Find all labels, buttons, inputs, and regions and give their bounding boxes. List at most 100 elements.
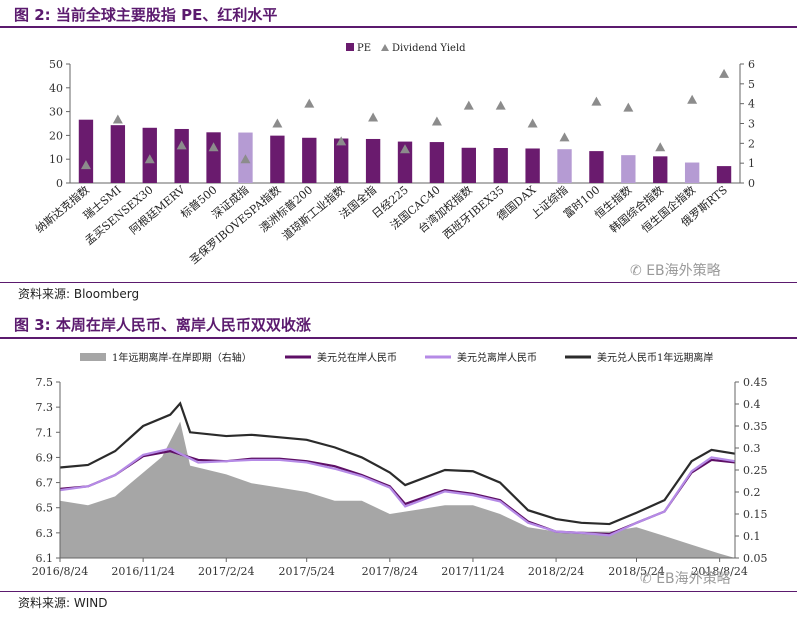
category-label: 纳斯达克指数 [32, 183, 92, 236]
dividend-yield-marker [591, 96, 602, 106]
x-tick-label: 2017/5/24 [278, 565, 334, 578]
dividend-yield-marker [687, 94, 698, 104]
pe-bar [429, 142, 445, 183]
pe-bar [493, 148, 508, 183]
spread-area [60, 421, 735, 558]
dividend-yield-marker [719, 68, 730, 78]
y2-tick-label: 4 [748, 98, 755, 111]
category-label: 韩国综合指数 [607, 183, 667, 236]
y2-tick-label: 0.4 [743, 398, 761, 411]
figure2-source: 资料来源: Bloomberg [18, 287, 140, 301]
y-tick-label: 6.7 [36, 477, 54, 490]
y2-tick-label: 0.25 [743, 464, 768, 477]
figure2-watermark-text: EB海外策略 [646, 263, 721, 279]
y2-tick-label: 0 [748, 177, 755, 190]
pe-bar [365, 138, 381, 183]
figure2-title-rule [0, 26, 797, 28]
y-tick-label: 6.3 [36, 527, 54, 540]
dividend-yield-marker [400, 144, 410, 154]
pe-bar [174, 128, 189, 183]
x-tick-label: 2016/8/24 [32, 565, 88, 578]
pe-bar [621, 155, 636, 183]
wechat-icon: ✆ [640, 571, 652, 587]
y2-tick-label: 3 [748, 118, 755, 131]
legend-label-pe: PE [357, 43, 371, 54]
figure3-title: 图 3: 本周在岸人民币、离岸人民币双双收涨 [14, 316, 311, 334]
figure3-source: 资料来源: WIND [18, 596, 108, 610]
pe-bar [334, 138, 349, 183]
pe-bar [653, 156, 668, 183]
dividend-yield-marker [655, 142, 666, 152]
x-tick-label: 2018/5/24 [608, 565, 664, 578]
pe-bar [716, 166, 732, 183]
y-tick-label: 6.5 [36, 502, 54, 515]
chart2-legend: 1年远期离岸-在岸即期（右轴） 美元兑在岸人民币 美元兑离岸人民币 美元兑人民币1年远… [80, 351, 713, 364]
dividend-yield-marker [495, 100, 506, 110]
y-tick-label: 40 [49, 82, 63, 95]
legend-label: 美元兑人民币1年远期离岸 [597, 351, 713, 364]
pe-dividend-chart: PE Dividend Yield 0 10 20 30 40 50 0 1 2 3 4 5 6 纳斯达克指数… [32, 43, 755, 267]
category-label: 恒生国企指数 [639, 183, 699, 236]
dividend-yield-marker [431, 116, 442, 126]
dividend-yield-marker [559, 132, 570, 142]
wechat-icon: ✆ [630, 263, 642, 279]
figure2-watermark: ✆ EB海外策略 [630, 260, 721, 280]
pe-bar [78, 119, 94, 183]
y-tick-label: 7.3 [36, 401, 54, 414]
pe-bar [206, 132, 221, 183]
figure3-watermark-text: EB海外策略 [656, 571, 731, 587]
dividend-yield-marker [623, 102, 634, 112]
pe-bar [110, 125, 126, 183]
pe-bar [557, 149, 572, 183]
figure3-source-rule [0, 591, 797, 592]
dividend-yield-marker [112, 114, 123, 124]
legend-swatch-dividend [381, 44, 389, 51]
dividend-yield-marker [176, 140, 187, 150]
y-tick-label: 7.5 [36, 376, 54, 389]
dividend-yield-marker [144, 154, 155, 164]
rmb-exchange-chart: 1年远期离岸-在岸即期（右轴） 美元兑在岸人民币 美元兑离岸人民币 美元兑人民币1年远… [32, 351, 768, 578]
pe-bar [302, 137, 317, 183]
legend-label: 1年远期离岸-在岸即期（右轴） [112, 351, 252, 364]
y2-tick-label: 0.1 [743, 530, 761, 543]
y-tick-label: 7.1 [36, 426, 54, 439]
forward-rmb-line [59, 401, 736, 526]
y2-tick-label: 0.3 [743, 442, 761, 455]
figure2-title: 图 2: 当前全球主要股指 PE、红利水平 [14, 6, 278, 24]
pe-bar [589, 151, 604, 183]
x-tick-label: 2018/8/24 [691, 565, 747, 578]
figure3-title-rule [0, 337, 797, 339]
pe-bar [270, 135, 285, 183]
x-tick-label: 2018/2/24 [528, 565, 584, 578]
dividend-yield-marker [80, 160, 91, 170]
dividend-yield-marker [336, 136, 347, 146]
y-tick-label: 0 [56, 177, 63, 190]
x-tick-label: 2017/8/24 [362, 565, 418, 578]
dividend-yield-marker [304, 98, 315, 108]
dividend-yield-marker [240, 154, 251, 164]
x-tick-label: 2016/11/24 [111, 565, 174, 578]
dividend-yield-marker [368, 112, 379, 122]
y2-tick-label: 0.35 [743, 420, 768, 433]
pe-bar [461, 147, 476, 183]
y2-tick-label: 2 [748, 137, 755, 150]
dividend-yield-marker [208, 142, 219, 152]
y2-tick-label: 0.2 [743, 486, 761, 499]
y-tick-label: 6.1 [36, 552, 54, 565]
y2-tick-label: 0.15 [743, 508, 768, 521]
legend-label-dividend: Dividend Yield [392, 43, 466, 54]
chart1-legend: PE Dividend Yield [346, 43, 466, 54]
y2-tick-label: 5 [748, 78, 755, 91]
dividend-yield-marker [527, 118, 538, 128]
y-tick-label: 10 [49, 153, 63, 166]
y-tick-label: 30 [49, 106, 63, 119]
y2-tick-label: 1 [748, 157, 755, 170]
y2-tick-label: 0.05 [743, 552, 768, 565]
offshore-rmb-line [59, 447, 736, 537]
y-tick-label: 6.9 [36, 451, 54, 464]
legend-label: 美元兑离岸人民币 [457, 351, 537, 364]
figure2-source-rule [0, 282, 797, 283]
pe-bar [525, 148, 540, 183]
x-tick-label: 2017/11/24 [441, 565, 504, 578]
legend-swatch-spread [80, 353, 106, 361]
